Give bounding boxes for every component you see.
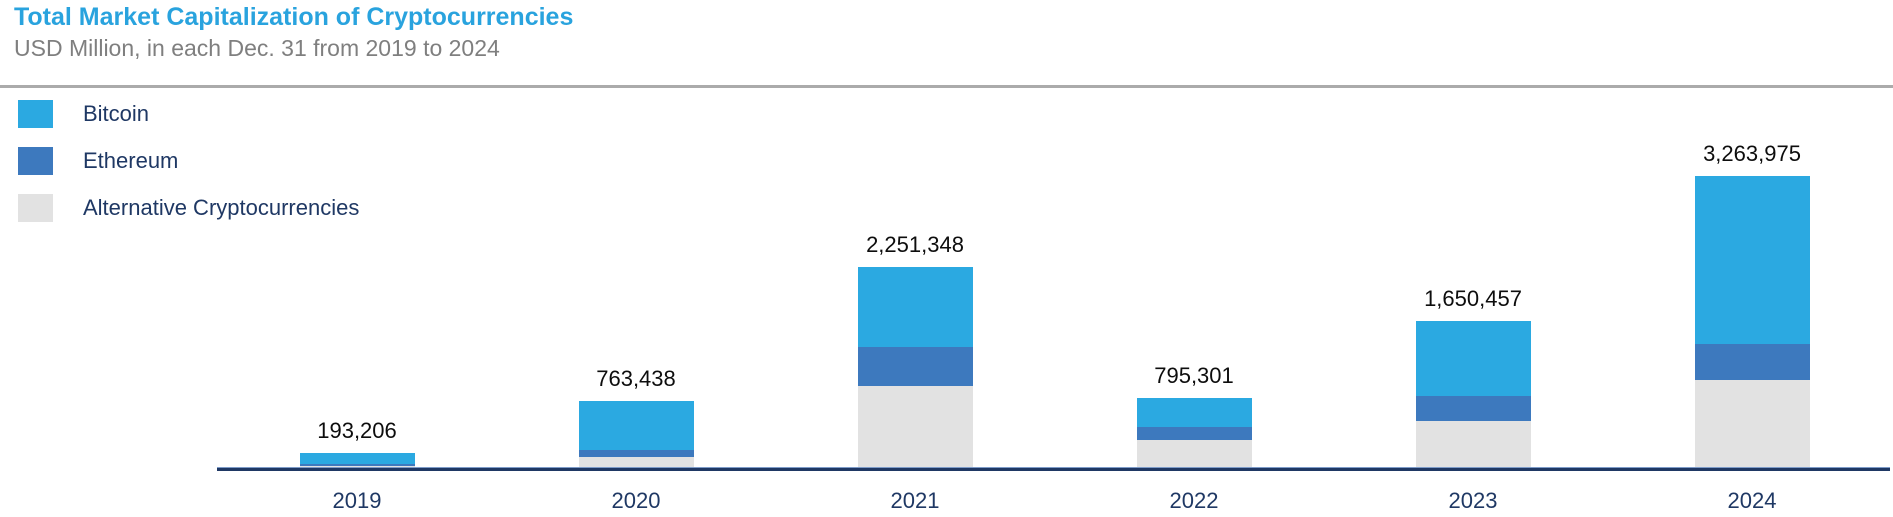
bar-segment-ethereum-2022: [1136, 427, 1252, 441]
bar-total-label-2021: 2,251,348: [866, 232, 964, 258]
bar-group-2021: 2,251,348 2021: [857, 232, 973, 513]
legend-item-alternative-cryptocurrencies: Alternative Cryptocurrencies: [18, 194, 359, 222]
legend-label-bitcoin: Bitcoin: [83, 101, 150, 126]
bar-segment-bitcoin-2023: [1415, 321, 1531, 397]
bar-segment-alternative-cryptocurrencies-2020: [578, 457, 694, 470]
bar-total-label-2023: 1,650,457: [1424, 286, 1522, 312]
bar-segment-alternative-cryptocurrencies-2023: [1415, 420, 1531, 470]
bar-segment-bitcoin-2024: [1694, 176, 1810, 344]
bar-total-label-2019: 193,206: [317, 417, 397, 443]
bar-segment-alternative-cryptocurrencies-2021: [857, 386, 973, 470]
x-axis-label-2021: 2021: [890, 488, 940, 513]
bar-segment-bitcoin-2020: [578, 401, 694, 450]
bar-segment-ethereum-2020: [578, 449, 694, 458]
legend-label-alternative-cryptocurrencies: Alternative Cryptocurrencies: [83, 195, 360, 220]
bar-segment-ethereum-2024: [1694, 343, 1810, 380]
bar-segment-ethereum-2019: [299, 464, 415, 466]
bar-segment-bitcoin-2022: [1136, 398, 1252, 428]
bar-group-2020: 763,438 2020: [578, 366, 694, 513]
bar-group-2022: 795,301 2022: [1136, 363, 1252, 513]
bar-segment-bitcoin-2019: [299, 452, 415, 465]
x-axis-label-2022: 2022: [1169, 488, 1219, 513]
legend-label-ethereum: Ethereum: [83, 148, 179, 173]
bar-segment-ethereum-2021: [857, 346, 973, 387]
header-divider: [0, 85, 1893, 88]
bar-group-2023: 1,650,457 2023: [1415, 286, 1531, 513]
bar-group-2024: 3,263,975 2024: [1694, 141, 1810, 513]
legend-swatch-bitcoin: [18, 100, 53, 128]
bar-segment-bitcoin-2021: [857, 267, 973, 347]
page-subtitle: USD Million, in each Dec. 31 from 2019 t…: [14, 35, 500, 61]
bar-segment-alternative-cryptocurrencies-2022: [1136, 440, 1252, 470]
legend-swatch-alternative-cryptocurrencies: [18, 194, 53, 222]
x-axis-label-2024: 2024: [1727, 488, 1777, 513]
bar-total-label-2022: 795,301: [1154, 363, 1234, 389]
legend-swatch-ethereum: [18, 147, 53, 175]
legend-item-bitcoin: Bitcoin: [18, 100, 149, 128]
x-axis-line: [217, 467, 1890, 471]
page-title: Total Market Capitalization of Cryptocur…: [14, 3, 574, 31]
bar-segment-alternative-cryptocurrencies-2024: [1694, 379, 1810, 470]
bar-total-label-2024: 3,263,975: [1703, 141, 1801, 167]
bar-total-label-2020: 763,438: [596, 366, 676, 392]
legend-item-ethereum: Ethereum: [18, 147, 178, 175]
x-axis-label-2019: 2019: [332, 488, 382, 513]
x-axis-label-2023: 2023: [1448, 488, 1498, 513]
bar-segment-ethereum-2023: [1415, 396, 1531, 421]
x-axis-label-2020: 2020: [611, 488, 661, 513]
